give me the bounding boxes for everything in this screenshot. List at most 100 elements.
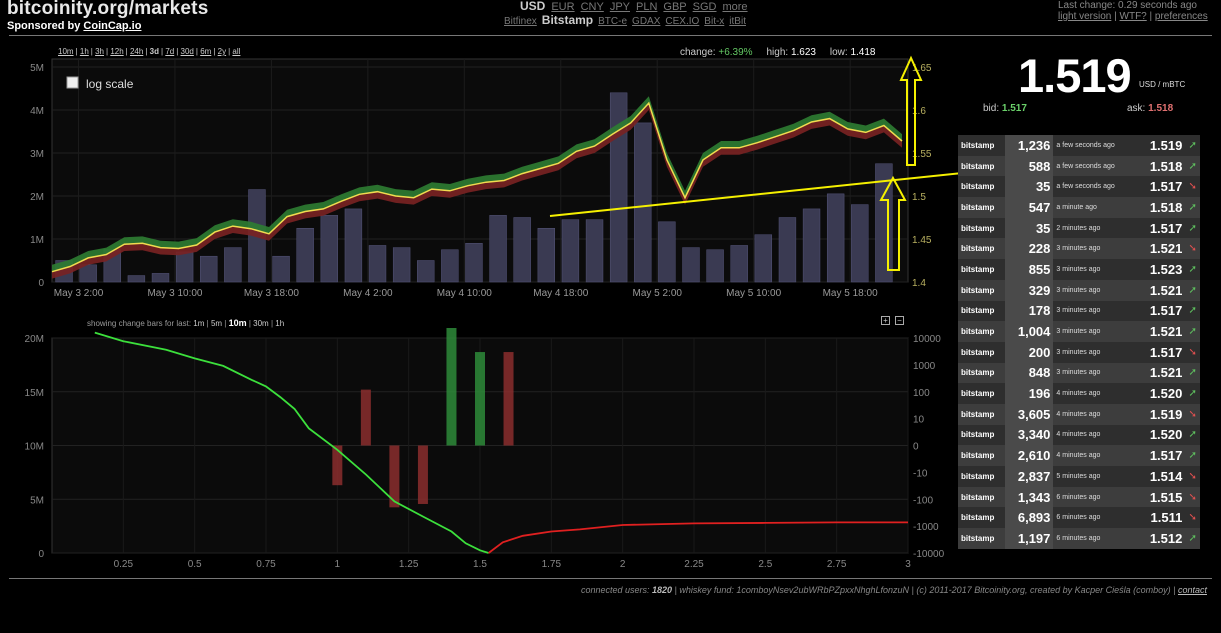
change-bars-1m[interactable]: 1m — [193, 319, 205, 328]
timeframe-3h[interactable]: 3h — [95, 47, 104, 56]
trade-time: 3 minutes ago — [1053, 362, 1145, 384]
trade-price: 1.517 — [1144, 176, 1186, 198]
site-title[interactable]: bitcoinity.org/markets — [7, 0, 209, 19]
light-version-link[interactable]: light version — [1058, 11, 1112, 22]
trade-price: 1.518 — [1144, 197, 1186, 218]
exchange-bitfinex[interactable]: Bitfinex — [504, 16, 537, 27]
exchange-bitstamp[interactable]: Bitstamp — [541, 13, 594, 27]
price-band-lower — [52, 103, 902, 279]
trade-amount: 1,004 — [1004, 321, 1054, 342]
expand-icon[interactable]: + — [881, 316, 890, 325]
currency-pln[interactable]: PLN — [636, 1, 658, 13]
trade-row: bitstamp 588 a few seconds ago 1.518 ➚ — [958, 155, 1200, 177]
timeframe-7d[interactable]: 7d — [165, 47, 175, 56]
volume-bar — [368, 245, 387, 283]
trade-price: 1.514 — [1144, 466, 1186, 487]
volume-bar — [778, 217, 797, 283]
timeframe-6m[interactable]: 6m — [200, 47, 212, 56]
change-bars-10m[interactable]: 10m — [228, 318, 247, 328]
change-bars-1h[interactable]: 1h — [275, 319, 285, 328]
exchange-itbit[interactable]: itBit — [729, 16, 746, 27]
trade-time: 4 minutes ago — [1053, 424, 1145, 446]
time-tick-label: May 3 2:00 — [54, 288, 104, 299]
timeframe-2y[interactable]: 2y — [217, 47, 227, 56]
change-bar — [417, 445, 428, 504]
currency-gbp[interactable]: GBP — [663, 1, 687, 13]
timeframe-30d[interactable]: 30d — [180, 47, 194, 56]
price-stats: change: +6.39% high: 1.623 low: 1.418 — [680, 47, 876, 58]
trade-time: 6 minutes ago — [1053, 507, 1145, 529]
contact-link[interactable]: contact — [1177, 585, 1207, 595]
trade-time: 4 minutes ago — [1053, 403, 1145, 425]
sponsor-link[interactable]: CoinCap.io — [83, 20, 142, 32]
low-label: low: — [829, 47, 848, 58]
timeframe-10m[interactable]: 10m — [58, 47, 74, 56]
currency-more[interactable]: more — [722, 1, 748, 13]
trade-row: bitstamp 200 3 minutes ago 1.517 ➘ — [958, 341, 1200, 363]
price-tick-label: 2.75 — [827, 559, 847, 570]
price-tick-label: 1.45 — [912, 235, 932, 246]
timeframe-1h[interactable]: 1h — [79, 47, 89, 56]
volume-bar — [658, 221, 676, 283]
asks-depth-line — [488, 521, 908, 554]
currency-sgd[interactable]: SGD — [692, 1, 717, 13]
header-divider — [9, 35, 1212, 36]
arrow-up-icon: ➚ — [1185, 259, 1200, 280]
preferences-link[interactable]: preferences — [1154, 11, 1208, 22]
high-value: 1.623 — [790, 47, 816, 58]
time-tick-label: May 4 2:00 — [343, 288, 393, 299]
timeframe-3d[interactable]: 3d — [149, 47, 159, 56]
exchange-btce[interactable]: BTC-e — [598, 16, 628, 27]
currency-cny[interactable]: CNY — [580, 1, 604, 13]
trade-amount: 2,837 — [1004, 466, 1054, 487]
timeframe-24h[interactable]: 24h — [129, 47, 144, 56]
bids-depth-line — [94, 331, 489, 554]
price-volume-chart[interactable]: 0 1M 2M 3M 4M 5M 1.4 1.45 1.5 1.55 1.6 1.65 May 3 2:… — [0, 55, 960, 305]
exchange-bitx[interactable]: Bit-x — [704, 16, 725, 27]
currency-eur[interactable]: EUR — [551, 1, 575, 13]
wtf-link[interactable]: WTF? — [1119, 11, 1147, 22]
volume-tick-label: 0 — [38, 278, 44, 289]
currency-jpy[interactable]: JPY — [609, 1, 630, 13]
change-tick-label: 100 — [913, 388, 930, 399]
trade-exchange: bitstamp — [958, 383, 1005, 404]
footer-prefix: connected users: — [580, 585, 653, 595]
price-tick-label: 0.75 — [256, 559, 276, 570]
recent-trades-table: bitstamp 1,236 a few seconds ago 1.519 ➚ bits… — [958, 135, 1200, 549]
trade-price: 1.518 — [1144, 155, 1186, 177]
log-scale-checkbox[interactable] — [66, 76, 79, 89]
currency-usd[interactable]: USD — [520, 0, 546, 13]
trade-row: bitstamp 35 2 minutes ago 1.517 ➚ — [958, 217, 1200, 239]
volume-bar — [320, 215, 338, 283]
trade-row: bitstamp 35 a few seconds ago 1.517 ➘ — [958, 176, 1200, 198]
exchange-cexio[interactable]: CEX.IO — [665, 16, 700, 27]
trade-row: bitstamp 2,837 5 minutes ago 1.514 ➘ — [958, 466, 1200, 487]
arrow-up-icon: ➚ — [1185, 155, 1200, 177]
trade-exchange: bitstamp — [958, 424, 1005, 446]
arrow-up-icon: ➚ — [1185, 217, 1200, 239]
change-tick-label: 0 — [913, 442, 919, 453]
volume-bar — [441, 249, 459, 283]
exchange-gdax[interactable]: GDAX — [632, 16, 661, 27]
change-bar — [360, 389, 371, 446]
arrow-up-icon: ➚ — [1185, 362, 1200, 384]
volume-bar — [392, 247, 411, 283]
change-bars-5m[interactable]: 5m — [210, 319, 223, 328]
bid-info: bid: 1.517 — [983, 103, 1027, 114]
trade-exchange: bitstamp — [958, 362, 1005, 384]
timeframe-all[interactable]: all — [232, 47, 241, 56]
trade-row: bitstamp 855 3 minutes ago 1.523 ➚ — [958, 259, 1200, 280]
volume-bar — [609, 92, 628, 283]
sponsor-prefix: Sponsored by — [7, 20, 84, 32]
change-bars-30m[interactable]: 30m — [253, 319, 269, 328]
volume-bar — [417, 260, 435, 283]
timeframe-12h[interactable]: 12h — [110, 47, 124, 56]
change-bar — [503, 352, 514, 446]
trade-exchange: bitstamp — [958, 528, 1005, 549]
trade-exchange: bitstamp — [958, 300, 1005, 322]
timeframe-selector: 10m | 1h | 3h | 12h | 24h | 3d | 7d | 30d | 6m | … — [58, 47, 241, 56]
collapse-icon[interactable]: − — [895, 316, 904, 325]
volume-bar — [513, 217, 531, 283]
